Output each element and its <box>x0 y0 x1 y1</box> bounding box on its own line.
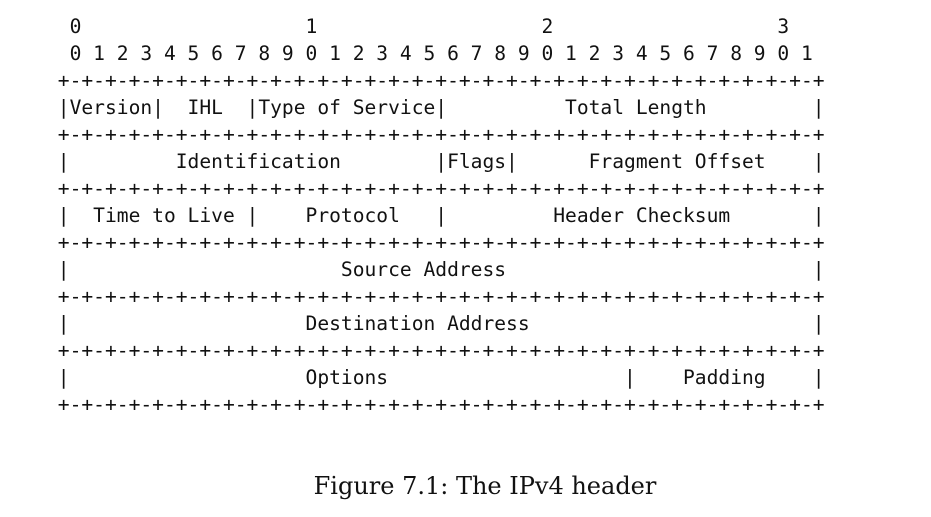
border-row: +-+-+-+-+-+-+-+-+-+-+-+-+-+-+-+-+-+-+-+-… <box>46 69 825 92</box>
border-row: +-+-+-+-+-+-+-+-+-+-+-+-+-+-+-+-+-+-+-+-… <box>46 177 825 200</box>
border-row: +-+-+-+-+-+-+-+-+-+-+-+-+-+-+-+-+-+-+-+-… <box>46 231 825 254</box>
row-identification-flags-offset: | Identification |Flags| Fragment Offset… <box>46 150 825 173</box>
border-row: +-+-+-+-+-+-+-+-+-+-+-+-+-+-+-+-+-+-+-+-… <box>46 123 825 146</box>
row-version-ihl-tos-length: |Version| IHL |Type of Service| Total Le… <box>46 96 825 119</box>
border-row: +-+-+-+-+-+-+-+-+-+-+-+-+-+-+-+-+-+-+-+-… <box>46 285 825 308</box>
border-row: +-+-+-+-+-+-+-+-+-+-+-+-+-+-+-+-+-+-+-+-… <box>46 339 825 362</box>
figure-caption: Figure 7.1: The IPv4 header <box>313 472 657 500</box>
row-source-address: | Source Address | <box>46 258 825 281</box>
row-destination-address: | Destination Address | <box>46 312 825 335</box>
row-options-padding: | Options | Padding | <box>46 366 825 389</box>
bit-units-row: 0 1 2 3 4 5 6 7 8 9 0 1 2 3 4 5 6 7 8 9 … <box>46 42 813 65</box>
border-row: +-+-+-+-+-+-+-+-+-+-+-+-+-+-+-+-+-+-+-+-… <box>46 393 825 416</box>
row-ttl-protocol-checksum: | Time to Live | Protocol | Header Check… <box>46 204 825 227</box>
bit-tens-row: 0 1 2 3 <box>46 15 790 38</box>
ipv4-header-diagram: 0 1 2 3 0 1 2 3 4 5 6 7 8 9 0 1 2 3 4 5 … <box>46 13 825 418</box>
